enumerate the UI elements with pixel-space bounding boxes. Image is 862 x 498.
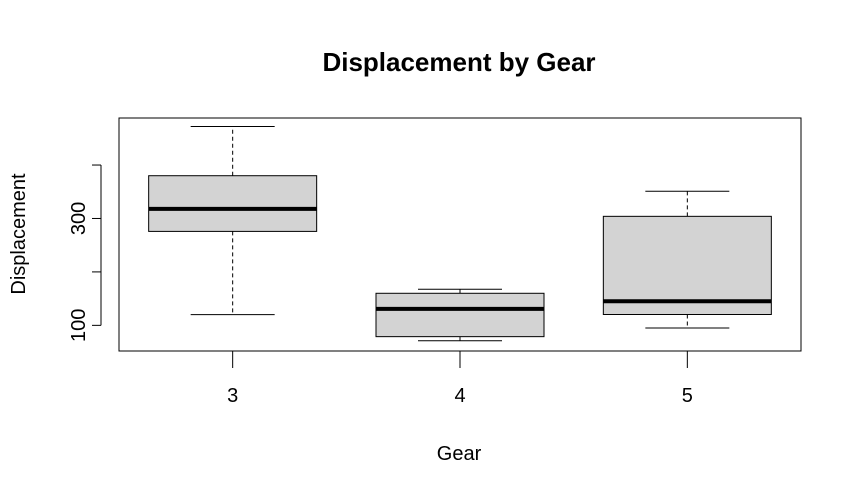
x-axis-label: Gear	[437, 443, 482, 465]
chart-title: Displacement by Gear	[322, 47, 595, 77]
y-axis-label: Displacement	[8, 173, 30, 295]
x-tick-label-4: 4	[454, 385, 465, 407]
box-4	[375, 288, 545, 342]
y-tick-label-100: 100	[68, 309, 90, 342]
x-tick-label-5: 5	[682, 385, 693, 407]
x-tick-label-3: 3	[227, 385, 238, 407]
y-tick-label-300: 300	[68, 202, 90, 235]
iqr-box	[375, 292, 545, 338]
x-axis: 3 4 5	[227, 351, 693, 407]
box-5	[602, 190, 772, 329]
box-3	[148, 126, 318, 316]
boxes-layer	[148, 126, 772, 342]
y-axis: 100 300	[68, 164, 102, 342]
iqr-box	[602, 215, 772, 316]
iqr-box	[148, 175, 318, 232]
